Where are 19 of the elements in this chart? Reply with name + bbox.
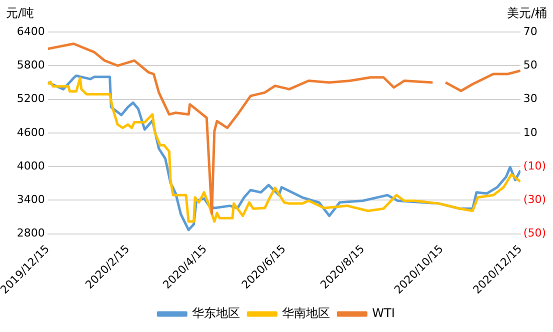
- y-tick-label: 6400: [16, 24, 45, 38]
- y2-tick-label: (10): [523, 159, 546, 172]
- y2-tick-label: (30): [523, 193, 546, 206]
- legend-label: 华南地区: [282, 306, 330, 320]
- y2-axis-title: 美元/桶: [506, 6, 547, 20]
- y2-tick-label: 30: [523, 92, 538, 106]
- y2-tick-label: 70: [523, 24, 538, 38]
- y2-tick-label: (50): [523, 226, 546, 240]
- y-axis-title: 元/吨: [6, 6, 34, 20]
- legend-label: 华东地区: [192, 306, 240, 320]
- y-tick-label: 4600: [16, 126, 45, 139]
- y-tick-label: 2800: [16, 226, 45, 240]
- y-tick-label: 3400: [16, 193, 45, 206]
- y-tick-label: 5800: [16, 58, 45, 72]
- legend-label: WTI: [372, 306, 395, 320]
- y-tick-label: 5200: [16, 92, 45, 106]
- y-tick-label: 4000: [16, 159, 45, 172]
- y2-tick-label: 10: [523, 126, 538, 139]
- y2-tick-label: 50: [523, 58, 538, 72]
